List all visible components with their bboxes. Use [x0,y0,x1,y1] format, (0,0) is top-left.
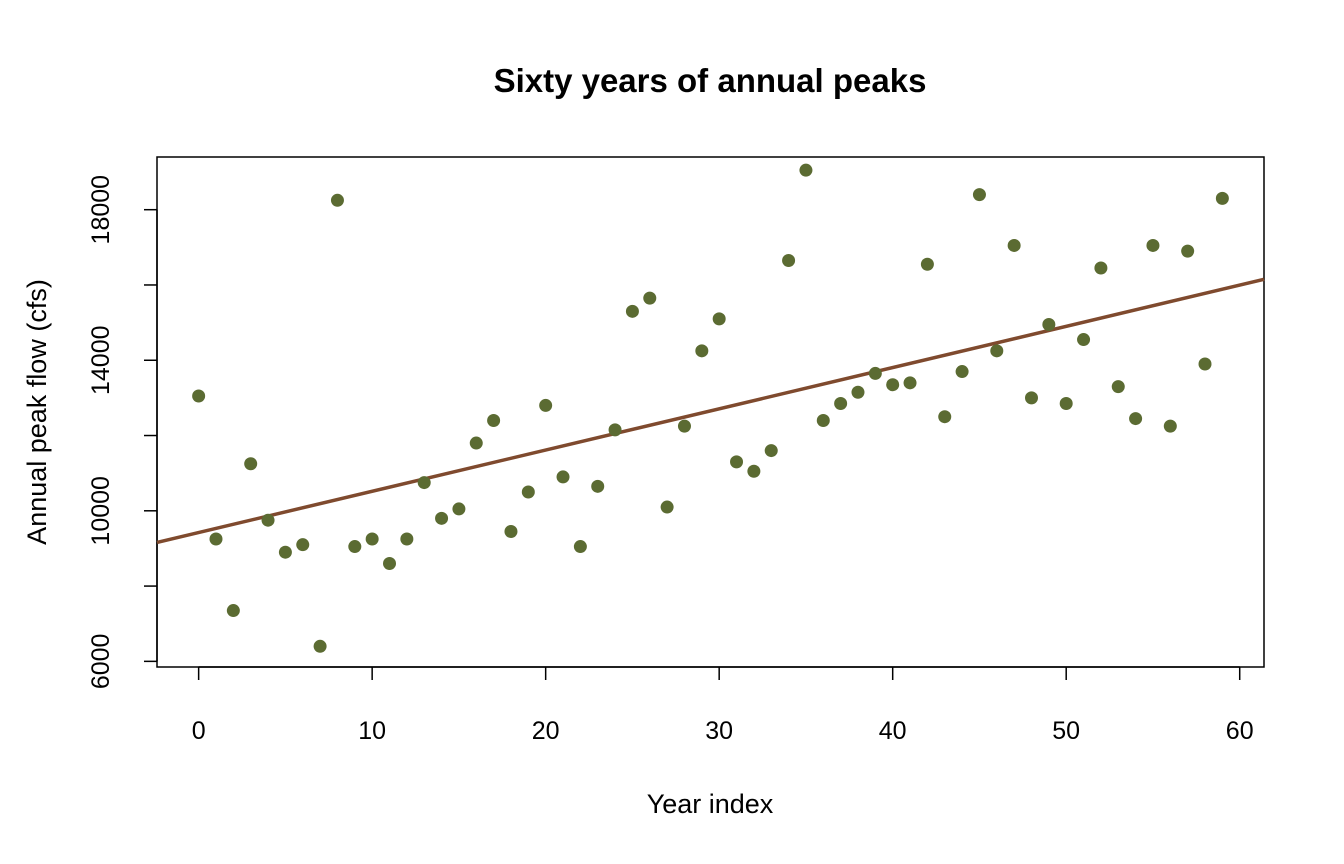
data-point [330,193,344,207]
data-point [955,365,969,379]
data-point [261,513,275,527]
data-point [487,413,501,427]
data-point [1024,391,1038,405]
y-tick-label: 18000 [87,175,115,245]
data-point [1146,238,1160,252]
data-point [504,525,518,539]
data-point [348,540,362,554]
data-point [660,500,674,514]
data-point [1111,380,1125,394]
data-point [383,556,397,570]
x-tick-label: 60 [1226,717,1254,745]
data-point [365,532,379,546]
x-tick-label: 10 [358,717,386,745]
data-point [938,410,952,424]
data-point [695,344,709,358]
data-point [643,291,657,305]
data-point [452,502,466,516]
data-point [278,545,292,559]
data-point [990,344,1004,358]
data-point [1077,333,1091,347]
data-point [1042,317,1056,331]
data-point [730,455,744,469]
data-point [521,485,535,499]
trend-line [156,277,1265,545]
data-point [1181,244,1195,258]
data-point [712,312,726,326]
data-point [1094,261,1108,275]
x-axis: 0 10 20 30 40 50 60 [192,666,1254,745]
x-tick-label: 0 [192,717,206,745]
data-point [1163,419,1177,433]
data-point [192,389,206,403]
data-point [591,479,605,493]
data-point [747,464,761,478]
data-point [244,457,258,471]
chart-title: Sixty years of annual peaks [494,62,927,99]
data-point [799,163,813,177]
data-point [868,366,882,380]
data-point [920,257,934,271]
x-tick-label: 20 [532,717,560,745]
y-tick-label: 6000 [87,634,115,690]
data-point [886,378,900,392]
data-point [400,532,414,546]
data-point [816,413,830,427]
data-point [573,540,587,554]
data-point [1215,191,1229,205]
data-point [1129,412,1143,426]
data-point [1198,357,1212,371]
y-axis-label: Annual peak flow (cfs) [22,279,52,545]
data-point [469,436,483,450]
data-point [764,444,778,458]
data-point [539,398,553,412]
data-point [435,511,449,525]
data-point [417,476,431,490]
data-point [608,423,622,437]
y-tick-label: 14000 [87,325,115,395]
data-point [556,470,570,484]
data-point [209,532,223,546]
y-tick-label: 10000 [87,476,115,546]
y-axis: 6000 10000 14000 18000 [87,175,158,690]
x-tick-label: 30 [705,717,733,745]
x-tick-label: 40 [879,717,907,745]
data-point [296,538,310,552]
data-point [1007,238,1021,252]
data-point [677,419,691,433]
data-point [226,604,240,618]
x-tick-label: 50 [1052,717,1080,745]
data-points [192,163,1229,653]
data-point [313,639,327,653]
data-point [972,188,986,202]
x-axis-label: Year index [647,789,774,819]
data-point [851,385,865,399]
data-point [903,376,917,390]
data-point [1059,397,1073,411]
data-point [625,304,639,318]
data-point [782,254,796,268]
data-point [834,397,848,411]
